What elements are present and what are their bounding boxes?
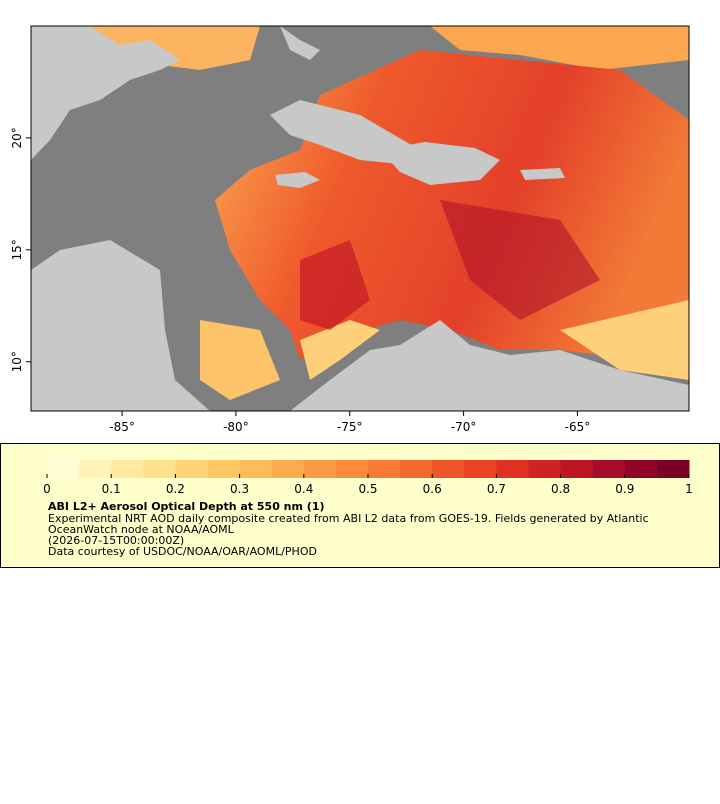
colorbar-tick-label: 0.8 <box>551 482 570 496</box>
legend-title: ABI L2+ Aerosol Optical Depth at 550 nm … <box>48 500 325 513</box>
colorbar-step <box>560 460 594 478</box>
colorbar-step <box>143 460 176 478</box>
y-tick-label: 20° <box>10 127 24 148</box>
colorbar-tick-label: 0.3 <box>230 482 249 496</box>
colorbar-step <box>175 460 208 478</box>
colorbar-tick-label: 1 <box>685 482 693 496</box>
colorbar-tick-label: 0.5 <box>358 482 377 496</box>
colorbar-tick-label: 0.6 <box>423 482 442 496</box>
colorbar-step <box>207 460 241 478</box>
legend-line: Experimental NRT AOD daily composite cre… <box>48 512 649 525</box>
x-tick-label: -70° <box>451 420 477 434</box>
legend-line: Data courtesy of USDOC/NOAA/OAR/AOML/PHO… <box>48 545 317 558</box>
x-tick-label: -65° <box>565 420 591 434</box>
colorbar-tick-label: 0 <box>43 482 51 496</box>
colorbar-step <box>368 460 401 478</box>
colorbar-step <box>528 460 562 478</box>
colorbar-step <box>79 460 112 478</box>
plot-frame <box>30 25 690 412</box>
colorbar-step <box>335 460 369 478</box>
colorbar-step <box>239 460 273 478</box>
colorbar-step <box>47 460 80 478</box>
colorbar-step <box>624 460 658 478</box>
x-tick-label: -75° <box>337 420 363 434</box>
colorbar-step <box>303 460 337 478</box>
colorbar-tick-label: 0.4 <box>294 482 313 496</box>
colorbar-tick-label: 0.1 <box>102 482 121 496</box>
x-tick-label: -80° <box>223 420 249 434</box>
colorbar-tick-label: 0.7 <box>487 482 506 496</box>
legend-line: (2026-07-15T00:00:00Z) <box>48 534 184 547</box>
colorbar-step <box>271 460 305 478</box>
colorbar-step <box>111 460 144 478</box>
y-tick-label: 15° <box>10 239 24 260</box>
colorbar-tick-label: 0.9 <box>615 482 634 496</box>
y-tick-label: 10° <box>10 351 24 372</box>
colorbar-step <box>592 460 626 478</box>
colorbar-tick-label: 0.2 <box>166 482 185 496</box>
legend-line: OceanWatch node at NOAA/AOML <box>48 523 235 536</box>
colorbar-step <box>432 460 465 478</box>
colorbar-step <box>496 460 529 478</box>
x-tick-label: -85° <box>109 420 135 434</box>
colorbar-step <box>656 460 690 478</box>
map-image <box>31 26 689 411</box>
colorbar-step <box>400 460 433 478</box>
colorbar-step <box>464 460 497 478</box>
